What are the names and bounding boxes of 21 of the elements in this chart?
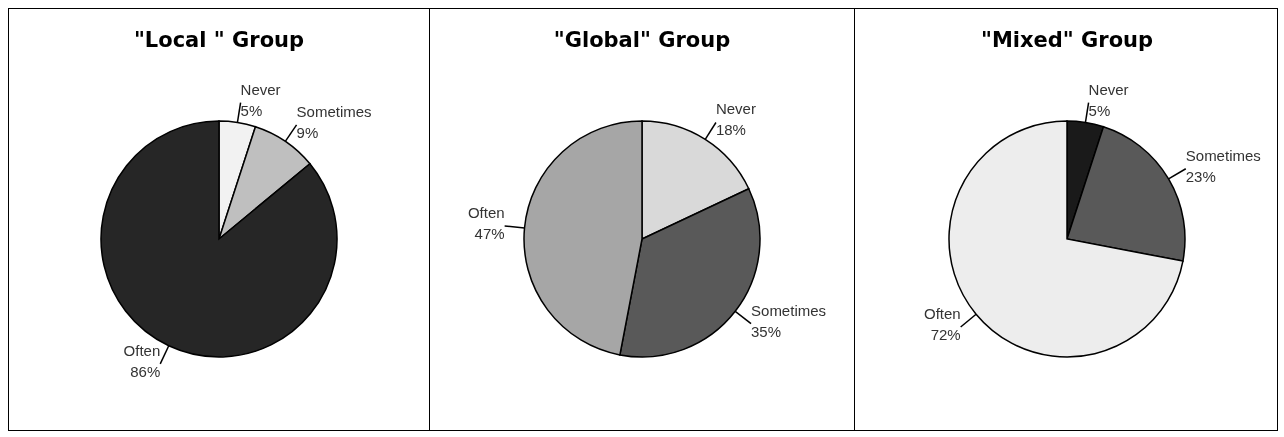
data-label: 9% — [296, 123, 319, 141]
data-label: 5% — [240, 101, 263, 119]
slice-label: Sometimes — [296, 102, 372, 120]
data-label: 23% — [1185, 167, 1216, 185]
data-label: 5% — [1088, 101, 1111, 119]
data-label: 35% — [751, 322, 782, 340]
data-label: 86% — [130, 362, 161, 380]
slice-label: Never — [240, 80, 281, 98]
chart-title: "Global" Group — [553, 28, 731, 52]
chart-title: "Mixed" Group — [980, 28, 1154, 52]
slice-label: Often — [923, 304, 961, 322]
slice-label: Sometimes — [751, 301, 827, 319]
slice-label: Sometimes — [1185, 146, 1261, 164]
slice-label: Often — [467, 204, 505, 222]
slice-label: Never — [1088, 80, 1129, 98]
chart-title: "Local " Group — [133, 28, 305, 52]
data-label: 18% — [715, 121, 746, 139]
data-label: 72% — [930, 325, 961, 343]
data-label: 47% — [474, 225, 505, 243]
slice-label: Often — [123, 341, 161, 359]
slice-label: Never — [715, 100, 756, 118]
